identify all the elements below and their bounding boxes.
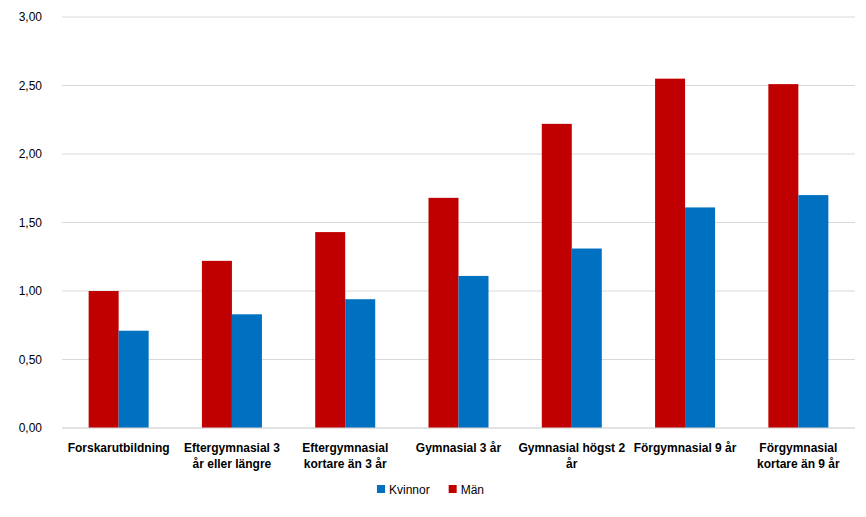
x-tick-label: Eftergymnasial kortare än 3 år (302, 441, 388, 471)
label-line: kortare än 3 år (304, 457, 387, 471)
bar (429, 198, 459, 428)
x-tick-label: Eftergymnasial 3 år eller längre (184, 441, 280, 471)
grid-line (62, 17, 855, 18)
label-line: år (566, 457, 578, 471)
label-line: Gymnasial 3 år (416, 441, 502, 455)
grid-line (62, 85, 855, 86)
bar (655, 79, 685, 428)
x-tick-label: Gymnasial högst 2 år (518, 441, 625, 471)
y-tick-label: 1,00 (19, 284, 43, 298)
bar (119, 331, 149, 428)
bars (89, 79, 829, 428)
y-tick-label: 2,00 (19, 147, 43, 161)
y-tick-label: 0,00 (19, 421, 43, 435)
legend-label: Kvinnor (389, 483, 430, 497)
grid-line (62, 154, 855, 155)
y-tick-label: 2,50 (19, 79, 43, 93)
bar (542, 124, 572, 428)
x-tick-label: Förgymnasial 9 år (634, 441, 737, 455)
label-line: Förgymnasial 9 år (634, 441, 737, 455)
label-line: Forskarutbildning (68, 441, 170, 455)
y-tick-label: 0,50 (19, 353, 43, 367)
background (0, 0, 866, 517)
bar (572, 249, 602, 428)
x-tick-label: Förgymnasial kortare än 9 år (757, 441, 840, 471)
label-line: Gymnasial högst 2 (518, 441, 625, 455)
bar (315, 232, 345, 428)
grid (62, 17, 855, 428)
grid-line (62, 428, 855, 429)
legend-label: Män (461, 483, 484, 497)
bar (459, 276, 489, 428)
bar (232, 314, 262, 428)
y-tick-label: 1,50 (19, 216, 43, 230)
bar (89, 291, 119, 428)
label-line: Eftergymnasial (302, 441, 388, 455)
legend-swatch (377, 485, 385, 493)
legend-swatch (449, 485, 457, 493)
bar (202, 261, 232, 428)
label-line: kortare än 9 år (757, 457, 840, 471)
chart: 0,00 0,50 1,00 1,50 2,00 2,50 3,00 Forskarutbil… (0, 0, 866, 517)
label-line: Förgymnasial (759, 441, 837, 455)
bar (345, 299, 375, 428)
bar (768, 84, 798, 428)
x-axis (62, 428, 855, 429)
bar (798, 195, 828, 428)
label-line: Eftergymnasial 3 (184, 441, 280, 455)
y-tick-label: 3,00 (19, 10, 43, 24)
bar (685, 207, 715, 428)
x-tick-label: Forskarutbildning (68, 441, 170, 455)
x-tick-label: Gymnasial 3 år (416, 441, 502, 455)
legend: Kvinnor Män (377, 483, 484, 497)
label-line: år eller längre (193, 457, 272, 471)
